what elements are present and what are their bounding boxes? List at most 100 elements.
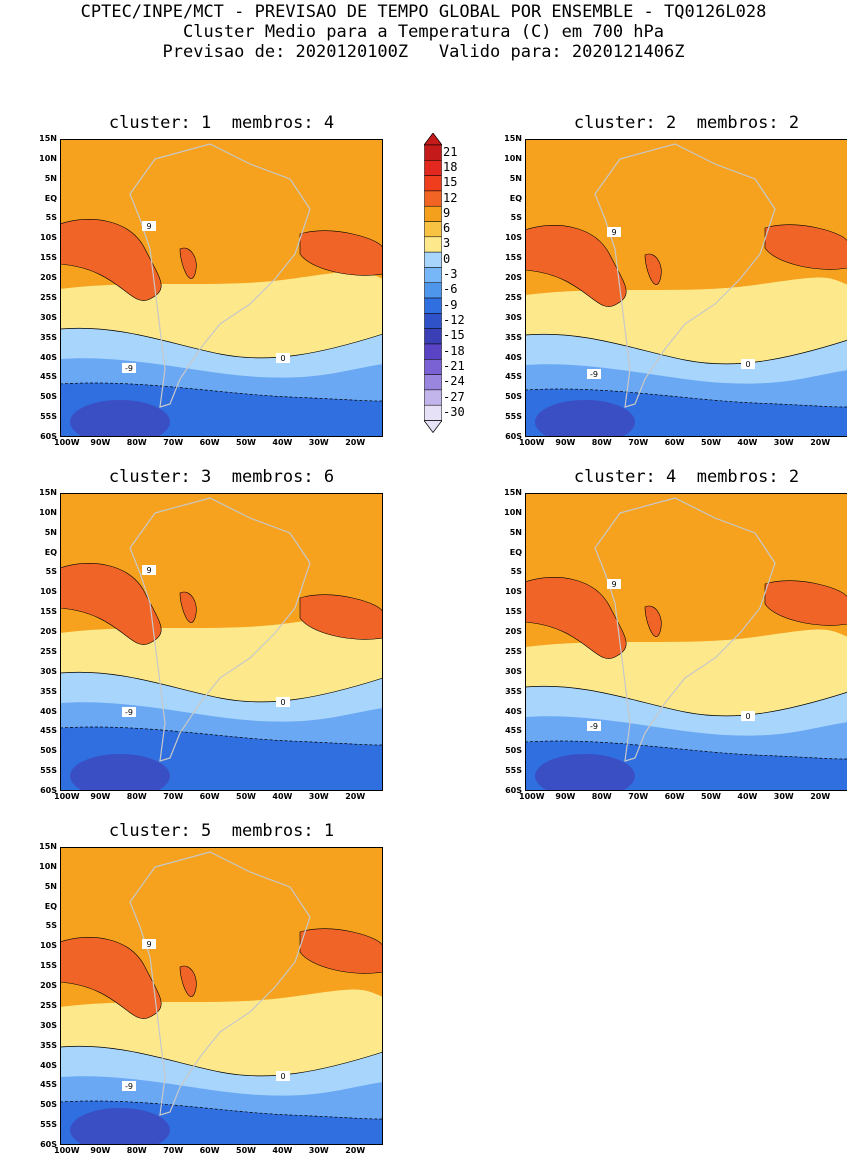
lon-label: 70W — [163, 1146, 184, 1155]
colorbar-label: 6 — [443, 221, 451, 236]
colorbar-label: 9 — [443, 205, 451, 220]
lon-label: 30W — [308, 438, 329, 447]
lon-label: 50W — [236, 792, 256, 801]
lat-label: 40S — [505, 706, 522, 716]
svg-text:0: 0 — [745, 712, 750, 721]
lon-label: 60W — [199, 792, 220, 801]
lat-label: 35S — [40, 332, 57, 342]
contour-label-3: -9 — [587, 369, 601, 379]
warm-core-1 — [60, 219, 162, 301]
lat-label: 30S — [40, 1020, 57, 1030]
colorbar-swatch — [424, 359, 442, 375]
lat-label: 15N — [504, 488, 522, 497]
colorbar-label: -27 — [443, 389, 465, 404]
lat-label: 15S — [40, 253, 57, 263]
warm-core-1 — [525, 577, 627, 659]
lon-label: 70W — [628, 438, 649, 447]
lon-label: 70W — [163, 438, 184, 447]
lon-label: 20W — [345, 792, 366, 801]
lat-label: 60S — [40, 432, 57, 441]
lat-label: EQ — [44, 901, 57, 911]
continent-outline — [129, 851, 311, 1116]
lat-label: 15S — [40, 607, 57, 617]
lon-label: 90W — [90, 438, 111, 447]
colorbar-swatch — [424, 297, 442, 314]
colorbar-label: -6 — [443, 282, 458, 297]
lon-label: 40W — [272, 1146, 293, 1155]
lat-label: 15S — [505, 253, 522, 263]
lon-label: 50W — [701, 438, 721, 447]
lon-label: 90W — [90, 792, 111, 801]
panel-title-3: cluster: 3 membros: 6 — [108, 467, 335, 487]
lon-label: 100W — [54, 438, 80, 447]
continent-outline — [594, 143, 776, 408]
lon-label: 80W — [126, 792, 147, 801]
isotherm-0 — [60, 671, 383, 703]
contour-label-1: 9 — [607, 227, 621, 237]
header-line-3: Previsao de: 2020120100Z Valido para: 20… — [162, 42, 685, 62]
contour-label-3: -9 — [122, 707, 136, 717]
contour-label-3: -9 — [587, 721, 601, 731]
lon-label: 50W — [236, 1146, 256, 1155]
map-frame — [60, 139, 383, 437]
colorbar-label: -15 — [443, 328, 465, 343]
warm-core-3 — [179, 965, 197, 997]
map-panel-2: 9 0 -9 — [525, 139, 847, 437]
warm-core-1 — [60, 937, 162, 1019]
lat-label: 15N — [39, 488, 57, 497]
colorbar — [424, 133, 442, 434]
warm-core-3 — [179, 247, 197, 279]
warm-core-1 — [525, 225, 627, 307]
warm-core-3 — [644, 253, 662, 285]
lon-label: 40W — [272, 438, 293, 447]
lon-label: 50W — [236, 438, 256, 447]
lat-label: 35S — [40, 1040, 57, 1050]
panel-title-5: cluster: 5 membros: 1 — [108, 821, 335, 841]
colorbar-swatch — [424, 343, 442, 360]
colorbar-label: 3 — [443, 236, 451, 251]
lat-label: 10S — [505, 587, 522, 597]
svg-text:0: 0 — [745, 360, 750, 369]
lat-label: 20S — [40, 627, 57, 637]
colorbar-swatch — [424, 251, 442, 268]
colorbar-swatch — [424, 175, 442, 192]
lat-label: 5S — [45, 921, 57, 931]
isotherm-minus9 — [60, 726, 383, 746]
svg-text:-9: -9 — [125, 1082, 133, 1091]
colorbar-label: -3 — [443, 267, 458, 282]
lat-label: 10N — [504, 153, 522, 163]
lon-label: 90W — [90, 1146, 111, 1155]
lon-label: 60W — [664, 792, 685, 801]
panel-title-2: cluster: 2 membros: 2 — [573, 113, 800, 133]
lat-label: 30S — [505, 312, 522, 322]
lat-label: 55S — [40, 1120, 57, 1130]
lat-label: 55S — [40, 412, 57, 422]
lat-label: 5N — [44, 173, 57, 183]
continent-outline — [594, 497, 776, 762]
lat-label: 45S — [40, 726, 57, 736]
lat-label: 10S — [40, 233, 57, 243]
deep-cold-patch — [70, 1108, 170, 1145]
contour-label-1: 9 — [607, 579, 621, 589]
lon-label: 40W — [737, 438, 758, 447]
map-frame — [60, 847, 383, 1145]
contour-label-3: -9 — [122, 1081, 136, 1091]
isotherm-minus9 — [525, 388, 847, 408]
lon-label: 60W — [199, 1146, 220, 1155]
map-panel-1: 9 0 -9 — [60, 139, 383, 437]
deep-cold-patch — [535, 754, 635, 791]
lat-label: 55S — [505, 412, 522, 422]
lat-label: 25S — [40, 292, 57, 302]
colorbar-top-arrow — [424, 133, 442, 146]
isotherm-minus9 — [60, 1100, 383, 1120]
contour-label-2: 0 — [276, 353, 290, 363]
colorbar-swatch — [424, 160, 442, 176]
lon-label: 100W — [519, 792, 545, 801]
lat-label: 10N — [39, 507, 57, 517]
lon-label: 80W — [126, 438, 147, 447]
warm-core-3 — [644, 605, 662, 637]
colorbar-swatch — [424, 282, 442, 299]
lon-label: 100W — [54, 1146, 80, 1155]
lat-label: 20S — [505, 273, 522, 283]
colorbar-swatch — [424, 144, 442, 161]
